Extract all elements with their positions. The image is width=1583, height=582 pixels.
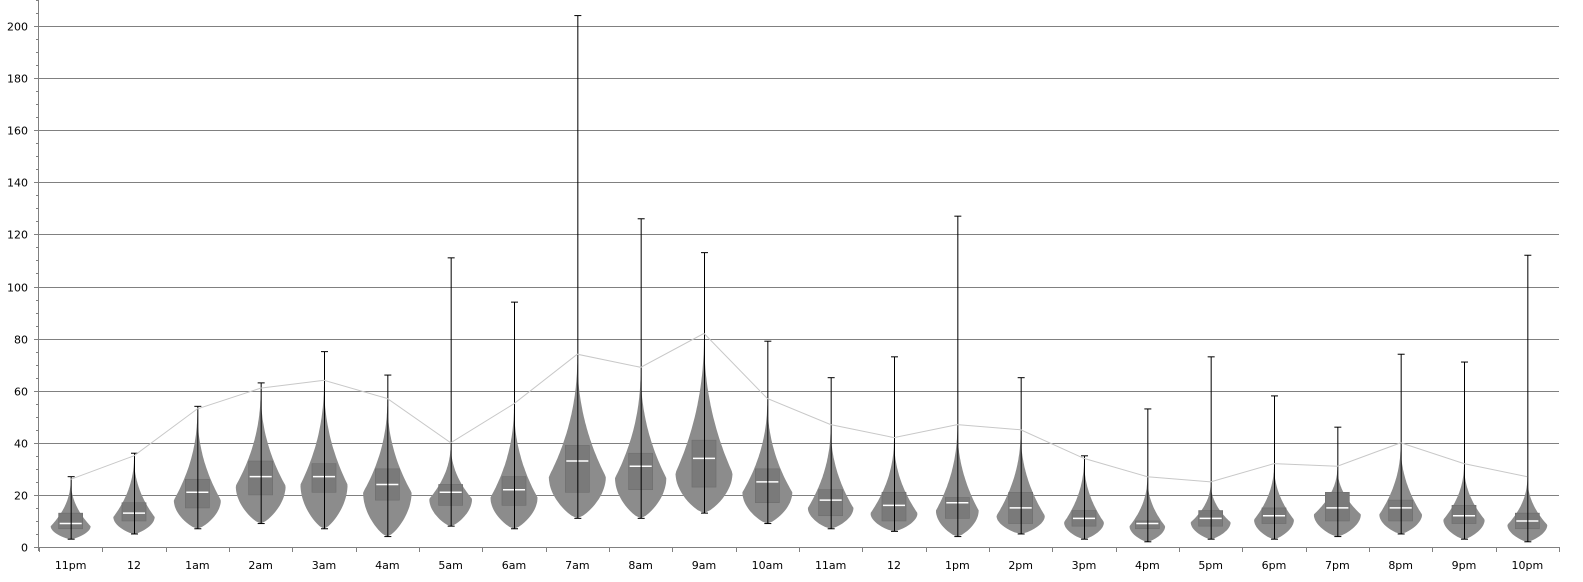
x-tick-label: 11pm bbox=[55, 559, 87, 572]
x-tick-label: 8pm bbox=[1388, 559, 1413, 572]
violins bbox=[50, 333, 1548, 542]
y-axis-tick-labels: 0 20 40 60 80 100 120 140 160 180 200 bbox=[7, 21, 28, 555]
x-tick-label: 4pm bbox=[1135, 559, 1160, 572]
y-tick-label: 20 bbox=[14, 490, 28, 503]
y-tick-label: 160 bbox=[7, 125, 28, 138]
x-axis-tick-labels: 11pm 12 1am 2am 3am 4am 5am 6am 7am 8am 9am 10am 11a… bbox=[55, 559, 1543, 572]
violin-1am bbox=[173, 408, 221, 529]
y-tick-label: 80 bbox=[14, 334, 28, 347]
x-tick-label: 3am bbox=[312, 559, 336, 572]
y-tick-label: 60 bbox=[14, 386, 28, 399]
x-tick-label: 8am bbox=[628, 559, 652, 572]
y-tick-label: 0 bbox=[21, 542, 28, 555]
y-tick-label: 200 bbox=[7, 21, 28, 34]
x-tick-label: 9am bbox=[692, 559, 716, 572]
violin-11pm bbox=[50, 479, 91, 540]
x-tick-label: 7pm bbox=[1325, 559, 1350, 572]
trend-line bbox=[70, 332, 1528, 483]
x-tick-label: 7am bbox=[565, 559, 589, 572]
x-tick-label: 10am bbox=[752, 559, 783, 572]
y-tick-label: 40 bbox=[14, 438, 28, 451]
x-tick-label: 5pm bbox=[1198, 559, 1223, 572]
x-tick-label: 12 bbox=[887, 559, 901, 572]
x-tick-label: 2am bbox=[248, 559, 272, 572]
y-tick-label: 140 bbox=[7, 177, 28, 190]
violin-8am bbox=[615, 367, 667, 519]
gridlines bbox=[34, 0, 1560, 552]
y-tick-label: 180 bbox=[7, 73, 28, 86]
x-tick-label: 10pm bbox=[1511, 559, 1543, 572]
y-tick-label: 120 bbox=[7, 229, 28, 242]
x-tick-label: 6am bbox=[502, 559, 526, 572]
violin-7am bbox=[548, 354, 606, 519]
x-tick-label: 3pm bbox=[1072, 559, 1097, 572]
x-tick-label: 12 bbox=[127, 559, 141, 572]
x-tick-label: 2pm bbox=[1008, 559, 1033, 572]
violin-4pm bbox=[1129, 476, 1166, 542]
x-tick-label: 1am bbox=[185, 559, 209, 572]
y-tick-label: 100 bbox=[7, 282, 28, 295]
whiskers bbox=[67, 15, 1532, 543]
x-tick-label: 11am bbox=[815, 559, 846, 572]
x-tick-label: 6pm bbox=[1262, 559, 1287, 572]
trend-polyline bbox=[70, 332, 1528, 483]
x-tick-label: 4am bbox=[375, 559, 399, 572]
x-tick-label: 1pm bbox=[945, 559, 970, 572]
x-tick-label: 5am bbox=[438, 559, 462, 572]
x-tick-label: 9pm bbox=[1452, 559, 1477, 572]
